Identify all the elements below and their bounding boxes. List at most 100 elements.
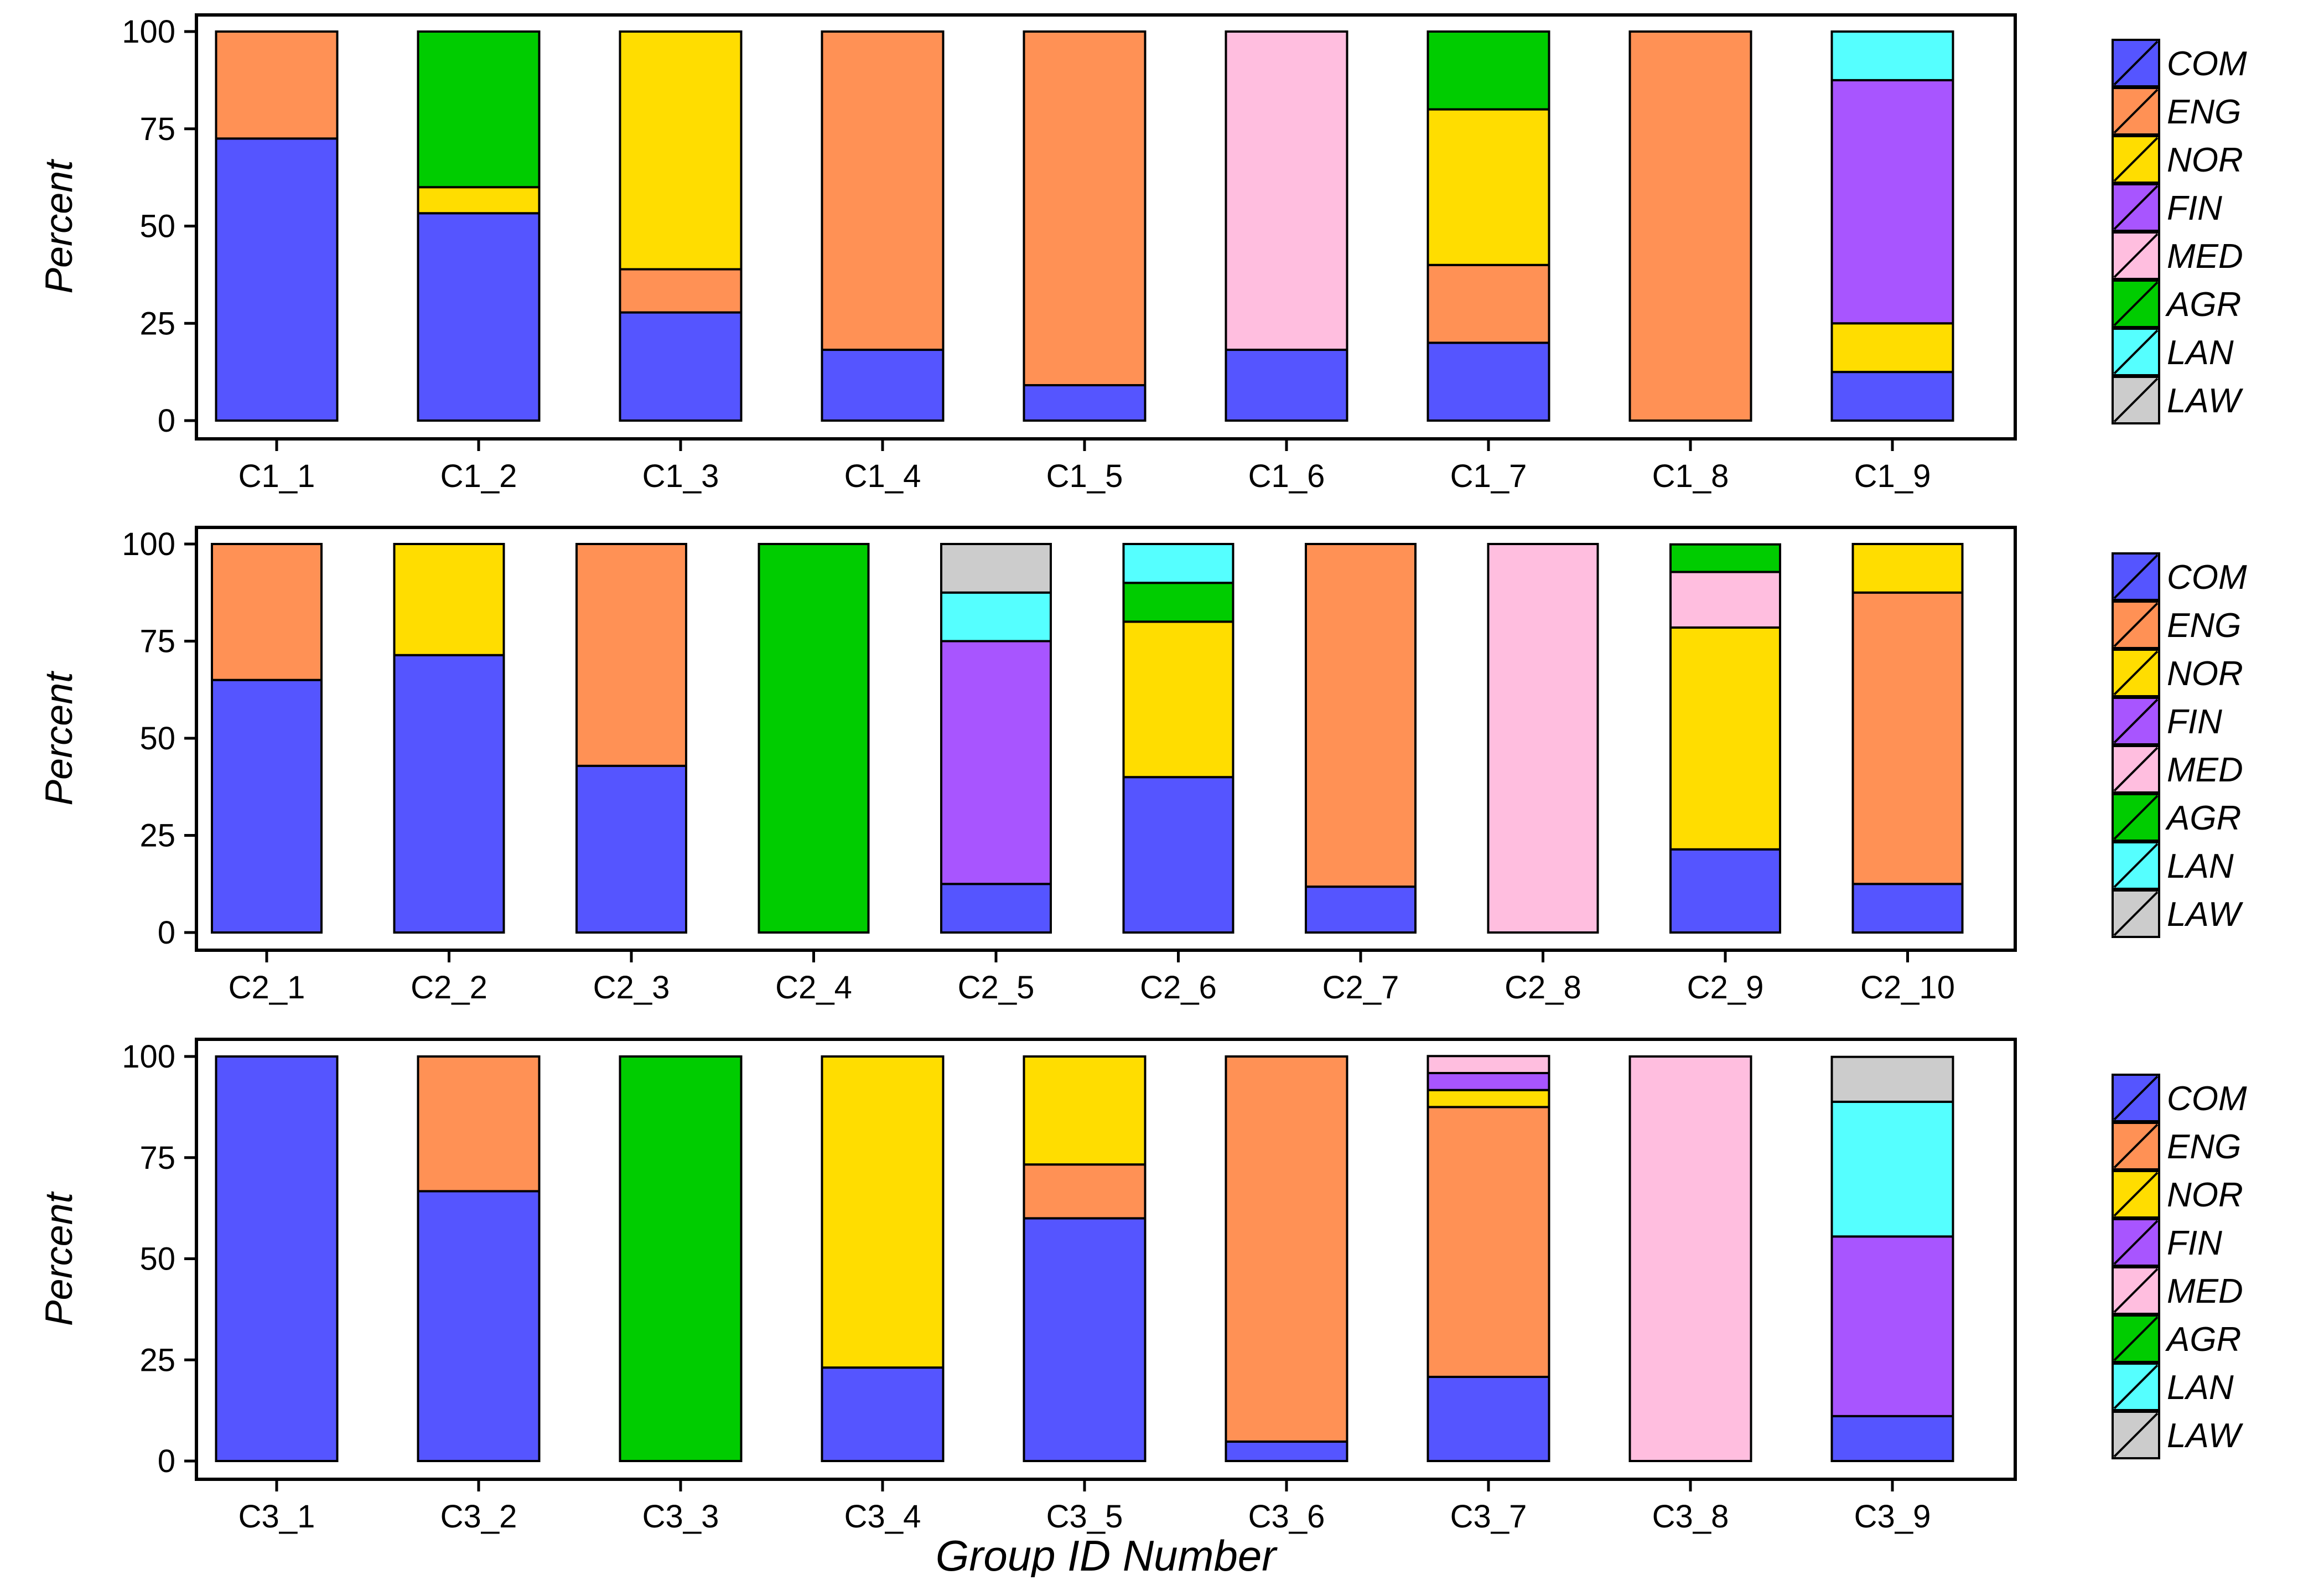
bar-segment-C1_5-COM [1023, 384, 1147, 422]
bar-segment-C1_4-ENG [821, 30, 945, 351]
legend-label-NOR: NOR [2167, 141, 2243, 179]
legend-label-COM: COM [2167, 558, 2247, 597]
x-tick-label: C3_4 [844, 1499, 921, 1535]
legend-swatch-slash [2113, 1364, 2159, 1410]
bar-segment-C2_9-MED [1669, 571, 1781, 629]
x-tick-label: C2_3 [593, 970, 670, 1006]
legend-swatch-slash [2113, 137, 2159, 182]
legend-label-COM: COM [2167, 1080, 2247, 1118]
bar-segment-C1_5-ENG [1023, 30, 1147, 387]
legend-swatch-slash [2113, 1412, 2159, 1458]
bar-segment-C2_1-ENG [211, 543, 323, 681]
legend-swatch-slash [2113, 185, 2159, 230]
x-tick-label: C1_2 [440, 458, 517, 494]
y-tick-label: 25 [139, 1342, 175, 1378]
bar-segment-C2_9-AGR [1669, 543, 1781, 573]
legend-label-FIN: FIN [2167, 1224, 2222, 1262]
bar-segment-C2_6-AGR [1122, 582, 1234, 623]
bar-segment-C1_4-COM [821, 349, 945, 422]
legend-label-COM: COM [2167, 45, 2247, 83]
bar-segment-C2_10-NOR [1851, 543, 1964, 594]
y-tick-label: 25 [139, 818, 175, 854]
bar-segment-C2_1-COM [211, 678, 323, 934]
legend-swatch-slash [2113, 1268, 2159, 1313]
bar-segment-C3_7-NOR [1426, 1089, 1550, 1108]
legend-label-AGR: AGR [2165, 1320, 2241, 1359]
bar-segment-C3_7-FIN [1426, 1071, 1550, 1091]
y-tick-label: 25 [139, 305, 175, 341]
y-tick-label: 50 [139, 1241, 175, 1277]
bar-segment-C3_9-FIN [1830, 1235, 1954, 1417]
chart-panel-1: 0 25 50 75 100 Percent C1_1 C1_2 C1_3 C1_4 C1_5 C1_… [37, 13, 2247, 494]
x-tick-label: C2_6 [1140, 970, 1217, 1006]
legend-swatch-slash [2113, 891, 2159, 936]
y-tick-label: 75 [139, 1140, 175, 1176]
bar-segment-C1_9-NOR [1830, 322, 1954, 374]
bar-segment-C1_9-LAN [1830, 30, 1954, 81]
y-tick-label: 0 [158, 1443, 175, 1479]
y-tick-label: 100 [122, 1039, 175, 1075]
legend-swatch-slash [2113, 40, 2159, 86]
bar-segment-C1_7-NOR [1426, 108, 1550, 266]
legend-label-FIN: FIN [2167, 703, 2222, 741]
bar-segment-C3_5-COM [1023, 1217, 1147, 1462]
bar-segment-C1_6-MED [1225, 30, 1348, 351]
x-tick-label: C1_4 [844, 458, 921, 494]
bar-segment-C1_3-COM [619, 311, 743, 422]
x-tick-label: C1_7 [1450, 458, 1527, 494]
bar-segment-C3_5-NOR [1023, 1055, 1147, 1166]
bar-segment-C2_3-ENG [575, 543, 687, 767]
x-tick-label: C3_9 [1854, 1499, 1931, 1535]
bar-segment-C2_8-MED [1487, 543, 1599, 934]
legend-label-NOR: NOR [2167, 1176, 2243, 1214]
legend-swatch-slash [2113, 602, 2159, 647]
x-tick-label: C3_5 [1046, 1499, 1123, 1535]
x-tick-label: C3_8 [1652, 1499, 1729, 1535]
legend-swatch-slash [2113, 698, 2159, 744]
legend-swatch-slash [2113, 650, 2159, 696]
x-tick-label: C3_3 [642, 1499, 719, 1535]
legend-label-MED: MED [2167, 1272, 2243, 1310]
bar-segment-C3_9-COM [1830, 1415, 1954, 1462]
bar-segment-C2_9-COM [1669, 848, 1781, 934]
legend-swatch-slash [2113, 377, 2159, 423]
y-tick-label: 75 [139, 111, 175, 147]
bar-segment-C3_8-MED [1628, 1055, 1752, 1462]
legend-swatch-slash [2113, 89, 2159, 134]
bar-segment-C2_4-AGR [758, 543, 870, 934]
x-tick-label: C3_2 [440, 1499, 517, 1535]
legend-swatch-slash [2113, 1123, 2159, 1169]
bar-segment-C3_4-NOR [821, 1055, 945, 1369]
legend-label-AGR: AGR [2165, 286, 2241, 324]
legend-swatch-slash [2113, 554, 2159, 599]
bar-segment-C3_2-COM [417, 1190, 541, 1463]
legend-3: COM ENG NOR FIN MED AGR LAN LAW [2112, 1074, 2247, 1459]
bar-segment-C3_6-COM [1225, 1440, 1348, 1463]
bar-segment-C2_9-NOR [1669, 626, 1781, 851]
bar-segment-C1_1-ENG [215, 30, 339, 140]
legend-swatch-slash [2113, 233, 2159, 278]
x-tick-label: C1_1 [238, 458, 315, 494]
bar-segment-C1_2-AGR [417, 30, 541, 189]
legend-label-LAW: LAW [2167, 895, 2244, 934]
bar-segment-C3_9-LAN [1830, 1100, 1954, 1238]
x-tick-label: C2_5 [958, 970, 1035, 1006]
x-tick-label: C2_4 [775, 970, 852, 1006]
bar-segment-C1_6-COM [1225, 349, 1348, 422]
x-tick-label: C2_1 [229, 970, 305, 1006]
legend-label-ENG: ENG [2167, 607, 2241, 645]
x-tick-label: C1_8 [1652, 458, 1729, 494]
bar-segment-C1_2-COM [417, 212, 541, 422]
x-tick-label: C1_3 [642, 458, 719, 494]
bar-segment-C3_4-COM [821, 1366, 945, 1462]
y-axis-label: Percent [37, 159, 80, 294]
bar-segment-C2_7-COM [1305, 885, 1417, 934]
y-tick-label: 100 [122, 14, 175, 50]
x-tick-label: C1_9 [1854, 458, 1931, 494]
legend-swatch-slash [2113, 1316, 2159, 1361]
y-axis-label: Percent [37, 1191, 80, 1326]
bar-segment-C3_7-COM [1426, 1375, 1550, 1462]
y-tick-label: 50 [139, 209, 175, 245]
x-axis-label: Group ID Number [936, 1531, 1278, 1577]
bar-segment-C3_5-ENG [1023, 1163, 1147, 1220]
